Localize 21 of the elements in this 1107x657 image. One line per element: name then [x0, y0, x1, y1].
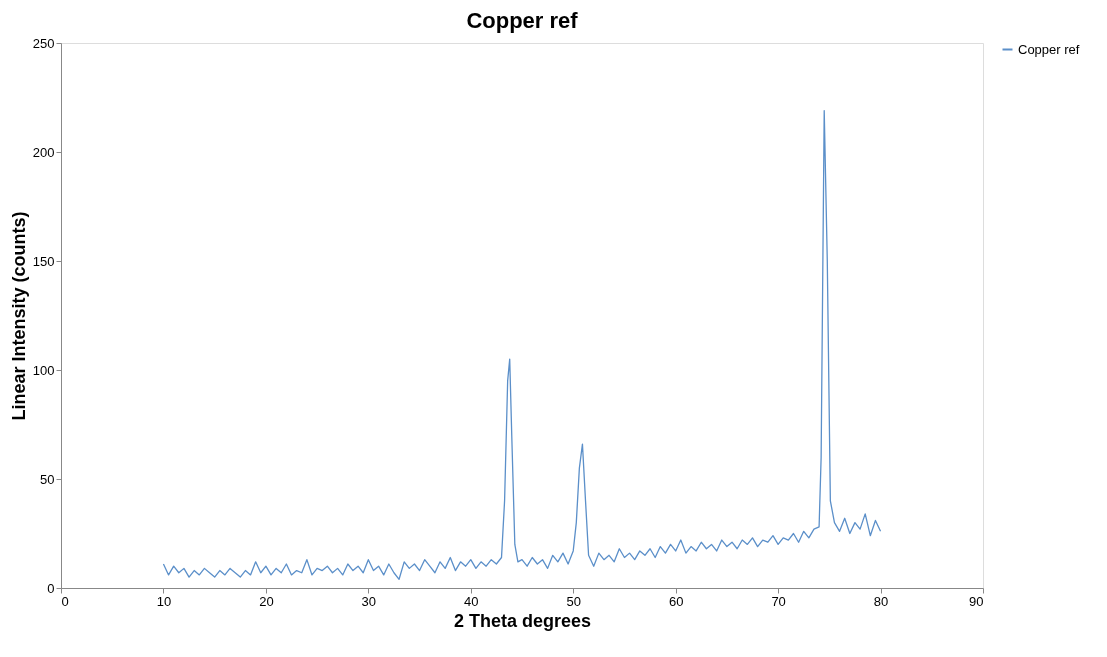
y-tick-label: 0 [47, 580, 55, 596]
x-tick-label: 70 [771, 593, 786, 609]
x-axis-title: 2 Theta degrees [453, 610, 592, 631]
y-tick-label: 200 [32, 144, 55, 160]
y-tick-label: 250 [32, 35, 55, 51]
x-tick-label: 90 [969, 593, 984, 609]
x-tick-label: 60 [668, 593, 684, 609]
y-axis-title: Linear Intensity (counts) [8, 211, 29, 421]
line-series [162, 109, 882, 580]
y-tick-label: 50 [40, 471, 55, 487]
x-tick-label: 20 [259, 593, 274, 609]
x-tick-label: 0 [61, 593, 69, 609]
x-tick-label: 40 [464, 593, 479, 609]
chart-title: Copper ref [466, 8, 579, 33]
x-tick-label: 80 [873, 593, 889, 609]
x-tick-label: 50 [566, 593, 581, 609]
legend-label: Copper ref [1018, 41, 1080, 57]
y-tick-label: 150 [32, 253, 55, 269]
x-tick-label: 10 [156, 593, 172, 609]
y-tick-label: 100 [32, 362, 55, 378]
x-tick-label: 30 [361, 593, 377, 609]
